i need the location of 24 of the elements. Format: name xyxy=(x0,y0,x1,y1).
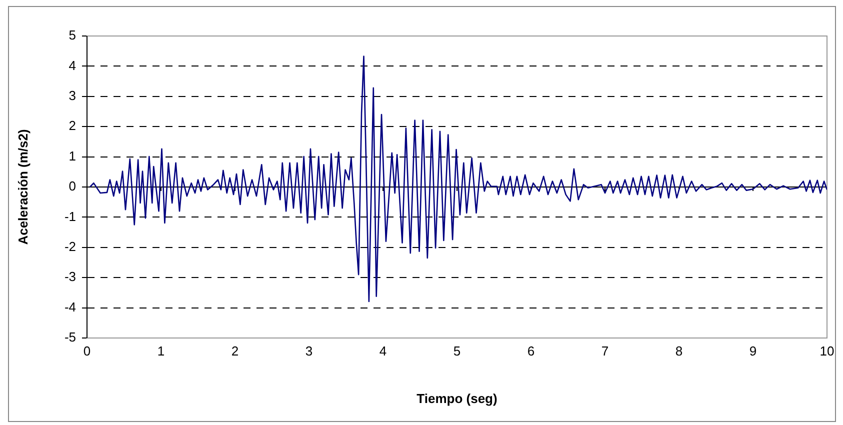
x-tick-label: 0 xyxy=(83,343,91,358)
y-tick-label: 5 xyxy=(68,28,76,43)
x-axis-title: Tiempo (seg) xyxy=(416,390,498,406)
x-tick-label: 1 xyxy=(157,343,165,358)
x-tick-label: 3 xyxy=(305,343,313,358)
y-tick-label: -4 xyxy=(64,299,76,314)
y-tick-label: -2 xyxy=(64,238,76,254)
x-tick-label: 10 xyxy=(820,343,834,358)
y-tick-label: 4 xyxy=(68,58,76,73)
y-tick-label: 0 xyxy=(68,178,76,194)
x-tick-label: 9 xyxy=(749,343,757,358)
y-tick-label: -3 xyxy=(64,269,76,284)
y-tick-label: -5 xyxy=(64,330,76,345)
x-tick-label: 6 xyxy=(527,343,535,358)
y-tick-label: -1 xyxy=(64,208,76,224)
x-tick-label: 2 xyxy=(231,343,239,358)
x-tick-label: 7 xyxy=(601,343,609,358)
y-tick-label: 1 xyxy=(68,148,76,164)
x-tick-label: 5 xyxy=(453,343,461,358)
y-tick-label: 2 xyxy=(68,118,76,134)
y-axis-title: Aceleración (m/s2) xyxy=(15,129,30,245)
y-tick-label: 3 xyxy=(68,88,76,103)
x-tick-label: 4 xyxy=(379,343,387,358)
x-tick-label: 8 xyxy=(675,343,683,358)
